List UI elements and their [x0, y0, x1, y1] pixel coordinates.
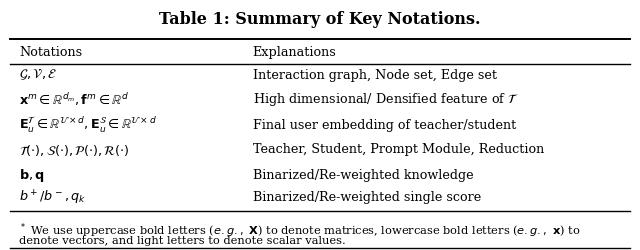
Text: Interaction graph, Node set, Edge set: Interaction graph, Node set, Edge set — [253, 68, 497, 82]
Text: Binarized/Re-weighted single score: Binarized/Re-weighted single score — [253, 191, 481, 204]
Text: $\mathbf{E}_u^{\mathcal{T}} \in \mathbb{R}^{\mathcal{U}\times d}, \mathbf{E}_u^{: $\mathbf{E}_u^{\mathcal{T}} \in \mathbb{… — [19, 115, 157, 135]
Text: Notations: Notations — [19, 46, 83, 59]
Text: Table 1: Summary of Key Notations.: Table 1: Summary of Key Notations. — [159, 11, 481, 28]
Text: denote vectors, and light letters to denote scalar values.: denote vectors, and light letters to den… — [19, 236, 346, 246]
Text: $\mathbf{b}, \mathbf{q}$: $\mathbf{b}, \mathbf{q}$ — [19, 166, 45, 184]
Text: $\mathbf{x}^m \in \mathbb{R}^{d_m}, \mathbf{f}^m \in \mathbb{R}^{d}$: $\mathbf{x}^m \in \mathbb{R}^{d_m}, \mat… — [19, 92, 129, 108]
Text: Final user embedding of teacher/student: Final user embedding of teacher/student — [253, 118, 516, 132]
Text: $\mathcal{G}, \mathcal{V}, \mathcal{E}$: $\mathcal{G}, \mathcal{V}, \mathcal{E}$ — [19, 68, 58, 82]
Text: $^*$ We use uppercase bold letters ($\mathit{e.g.,}$ $\mathbf{X}$) to denote mat: $^*$ We use uppercase bold letters ($\ma… — [19, 221, 580, 240]
Text: High dimensional/ Densified feature of $\mathcal{T}$: High dimensional/ Densified feature of $… — [253, 92, 519, 108]
Text: Binarized/Re-weighted knowledge: Binarized/Re-weighted knowledge — [253, 168, 474, 181]
Text: $\mathcal{T}(\cdot), \mathcal{S}(\cdot), \mathcal{P}(\cdot), \mathcal{R}(\cdot)$: $\mathcal{T}(\cdot), \mathcal{S}(\cdot),… — [19, 142, 130, 158]
Text: $b^+/b^-, q_k$: $b^+/b^-, q_k$ — [19, 188, 86, 207]
Text: Teacher, Student, Prompt Module, Reduction: Teacher, Student, Prompt Module, Reducti… — [253, 144, 544, 156]
Text: Explanations: Explanations — [253, 46, 337, 59]
